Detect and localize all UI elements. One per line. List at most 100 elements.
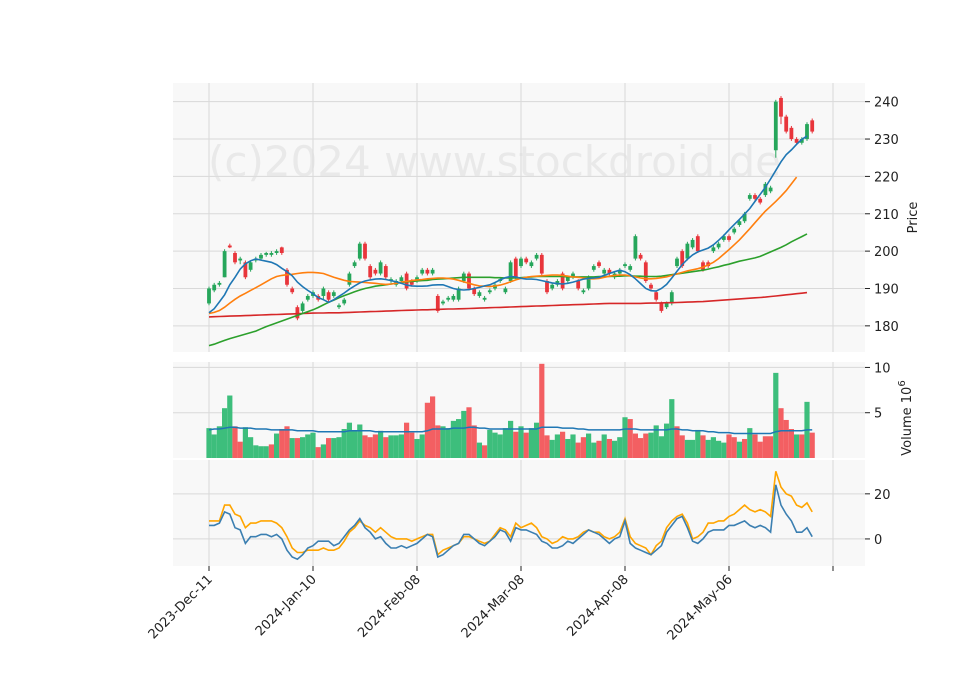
price-ytick-label: 190 [874,282,899,297]
volume-bar [294,438,300,458]
candle-body [357,243,362,259]
volume-bar [419,434,425,458]
volume-bar [476,442,482,458]
candle-body [565,277,570,282]
candle-body [768,187,773,192]
volume-bar [690,439,696,458]
volume-bar [435,425,441,458]
candle-body [597,262,601,267]
volume-bar [544,435,550,458]
price-axis-title: Price [906,202,921,234]
candle-body [571,273,575,278]
x-tick-label: 2024-Mar-08 [459,572,528,641]
volume-bar [664,423,670,458]
candle-body [524,258,529,263]
volume-bar [242,427,248,458]
candle-body [269,252,274,255]
volume-bar [445,428,451,458]
volume-bar [518,426,524,458]
volume-bar [778,408,784,458]
volume-bar [216,426,222,458]
volume-bar [253,445,259,458]
candle-body [321,288,326,296]
volume-bar [326,438,332,458]
candle-body [643,262,648,282]
volume-bar [315,447,321,458]
volume-bar [612,440,618,458]
volume-bar [320,444,326,458]
candle-body [326,292,331,300]
candle-body [347,273,352,285]
candle-body [633,236,638,259]
volume-bar [726,434,732,458]
volume-bar [591,442,597,458]
volume-bar [799,434,805,458]
volume-bar [362,435,368,458]
volume-bar [398,434,404,458]
volume-bar [456,419,462,458]
candle-body [576,281,581,289]
candle-body [763,183,768,196]
volume-bar [705,439,711,458]
volume-bar [617,437,623,458]
volume-bar [752,434,758,458]
candle-body [742,213,747,222]
oscillator-slow-line [209,471,813,557]
candle-body [363,243,367,259]
candle-body [784,116,789,132]
osc-panel-background [173,460,865,566]
volume-bar [352,430,358,458]
candle-body [472,288,477,295]
volume-bar [601,434,607,458]
volume-bar [497,434,503,458]
volume-bar [627,419,633,458]
volume-bar [700,435,706,458]
candle-body [581,290,586,293]
candle-body [799,139,804,143]
candle-body [409,281,414,285]
volume-bar [502,428,508,458]
volume-bar [596,440,602,458]
candle-body [747,195,752,199]
moving-average-mid-line [208,176,798,315]
candle-body [711,247,716,252]
candle-body [628,266,633,270]
candle-body [207,288,211,304]
volume-bar [679,435,685,458]
candle-body [342,299,347,304]
volume-bar [695,429,701,458]
volume-average-line [208,426,813,435]
candle-body [233,252,237,263]
volume-bar [554,434,560,458]
candle-body [810,120,815,132]
candle-body [248,262,253,270]
candle-body [331,292,336,296]
volume-bar [638,438,644,458]
volume-bar [513,431,519,458]
volume-bar [684,439,690,458]
candle-body [295,307,300,319]
volume-bar [487,429,493,458]
candle-body [435,295,440,311]
volume-bar [482,445,488,458]
volume-bar [742,438,748,458]
volume-axis-title-base: Volume 10 [900,387,915,456]
candle-body [477,292,482,296]
volume-bar [731,437,737,458]
volume-bar [570,434,576,458]
candle-body [675,258,679,267]
volume-bar [768,436,774,458]
volume-axis-title: Volume 106 [897,380,915,455]
candle-body [420,269,425,274]
candle-body [243,262,248,278]
volume-bar [632,433,638,458]
volume-bar [409,432,415,458]
candle-body [690,239,695,248]
candle-body [217,282,222,285]
candle-body [779,97,783,117]
volume-bar [336,437,342,458]
candle-body [279,247,284,253]
volume-bar [716,440,722,458]
candle-body [503,288,508,293]
